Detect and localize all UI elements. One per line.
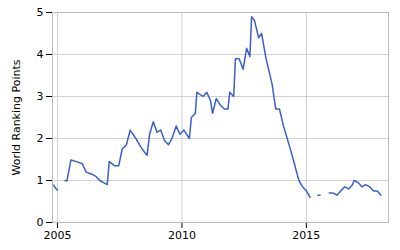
svg-text:4: 4: [37, 48, 44, 61]
svg-text:3: 3: [37, 90, 44, 103]
svg-text:2015: 2015: [292, 229, 320, 242]
svg-text:2: 2: [37, 132, 44, 145]
svg-text:2010: 2010: [168, 229, 196, 242]
svg-text:1: 1: [37, 174, 44, 187]
svg-text:World Ranking Points: World Ranking Points: [10, 59, 23, 175]
svg-text:2005: 2005: [43, 229, 71, 242]
svg-text:5: 5: [37, 6, 44, 19]
svg-text:0: 0: [37, 216, 44, 229]
